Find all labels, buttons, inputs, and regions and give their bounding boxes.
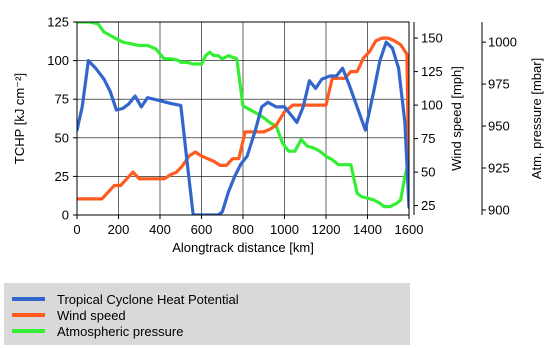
legend-label: Atmospheric pressure	[57, 323, 184, 339]
y-tick-label-pressure: 1000	[488, 35, 517, 50]
y-axis-label-wind: Wind speed [mph]	[449, 66, 464, 171]
y-tick-label-left: 25	[55, 169, 69, 184]
y-tick-label-left: 0	[62, 208, 69, 223]
y-tick-label-pressure: 950	[488, 119, 510, 134]
y-tick-label-pressure: 975	[488, 77, 510, 92]
y-tick-label-wind: 125	[421, 64, 443, 79]
series-line-wind	[77, 36, 409, 201]
y-axis-label-left: TCHP [kJ cm⁻²]	[12, 73, 27, 164]
x-tick-label: 200	[108, 222, 130, 237]
legend-label: Tropical Cyclone Heat Potential	[57, 291, 239, 307]
series-line-tchp	[77, 40, 409, 215]
y-tick-label-left: 50	[55, 130, 69, 145]
x-tick-label: 1600	[395, 222, 424, 237]
y-tick-label-left: 75	[55, 92, 69, 107]
y-tick-label-wind: 150	[421, 31, 443, 46]
legend-swatch	[12, 297, 45, 301]
x-tick-label: 800	[232, 222, 254, 237]
legend-item: Tropical Cyclone Heat Potential	[12, 291, 239, 307]
y-tick-label-wind: 100	[421, 98, 443, 113]
legend-swatch	[12, 329, 45, 333]
y-tick-label-left: 125	[47, 15, 69, 30]
series-line-pressure	[77, 22, 409, 209]
y-tick-label-wind: 50	[421, 165, 435, 180]
legend-item: Atmospheric pressure	[12, 323, 183, 339]
x-tick-label: 1400	[353, 222, 382, 237]
x-tick-label: 1200	[312, 222, 341, 237]
y-tick-label-pressure: 900	[488, 202, 510, 217]
y-tick-label-left: 100	[47, 53, 69, 68]
x-axis-label: Alongtrack distance [km]	[172, 240, 314, 255]
y-axis-label-pressure: Atm. pressure [mbar]	[529, 58, 544, 179]
legend-label: Wind speed	[57, 307, 126, 323]
legend-swatch	[12, 313, 45, 317]
y-tick-label-wind: 25	[421, 198, 435, 213]
y-tick-label-pressure: 925	[488, 161, 510, 176]
legend-item: Wind speed	[12, 307, 126, 323]
chart-legend: Tropical Cyclone Heat Potential Wind spee…	[4, 283, 410, 345]
x-tick-label: 0	[73, 222, 80, 237]
x-tick-label: 1000	[270, 222, 299, 237]
y-tick-label-wind: 75	[421, 131, 435, 146]
x-tick-label: 600	[191, 222, 213, 237]
x-tick-label: 400	[149, 222, 171, 237]
